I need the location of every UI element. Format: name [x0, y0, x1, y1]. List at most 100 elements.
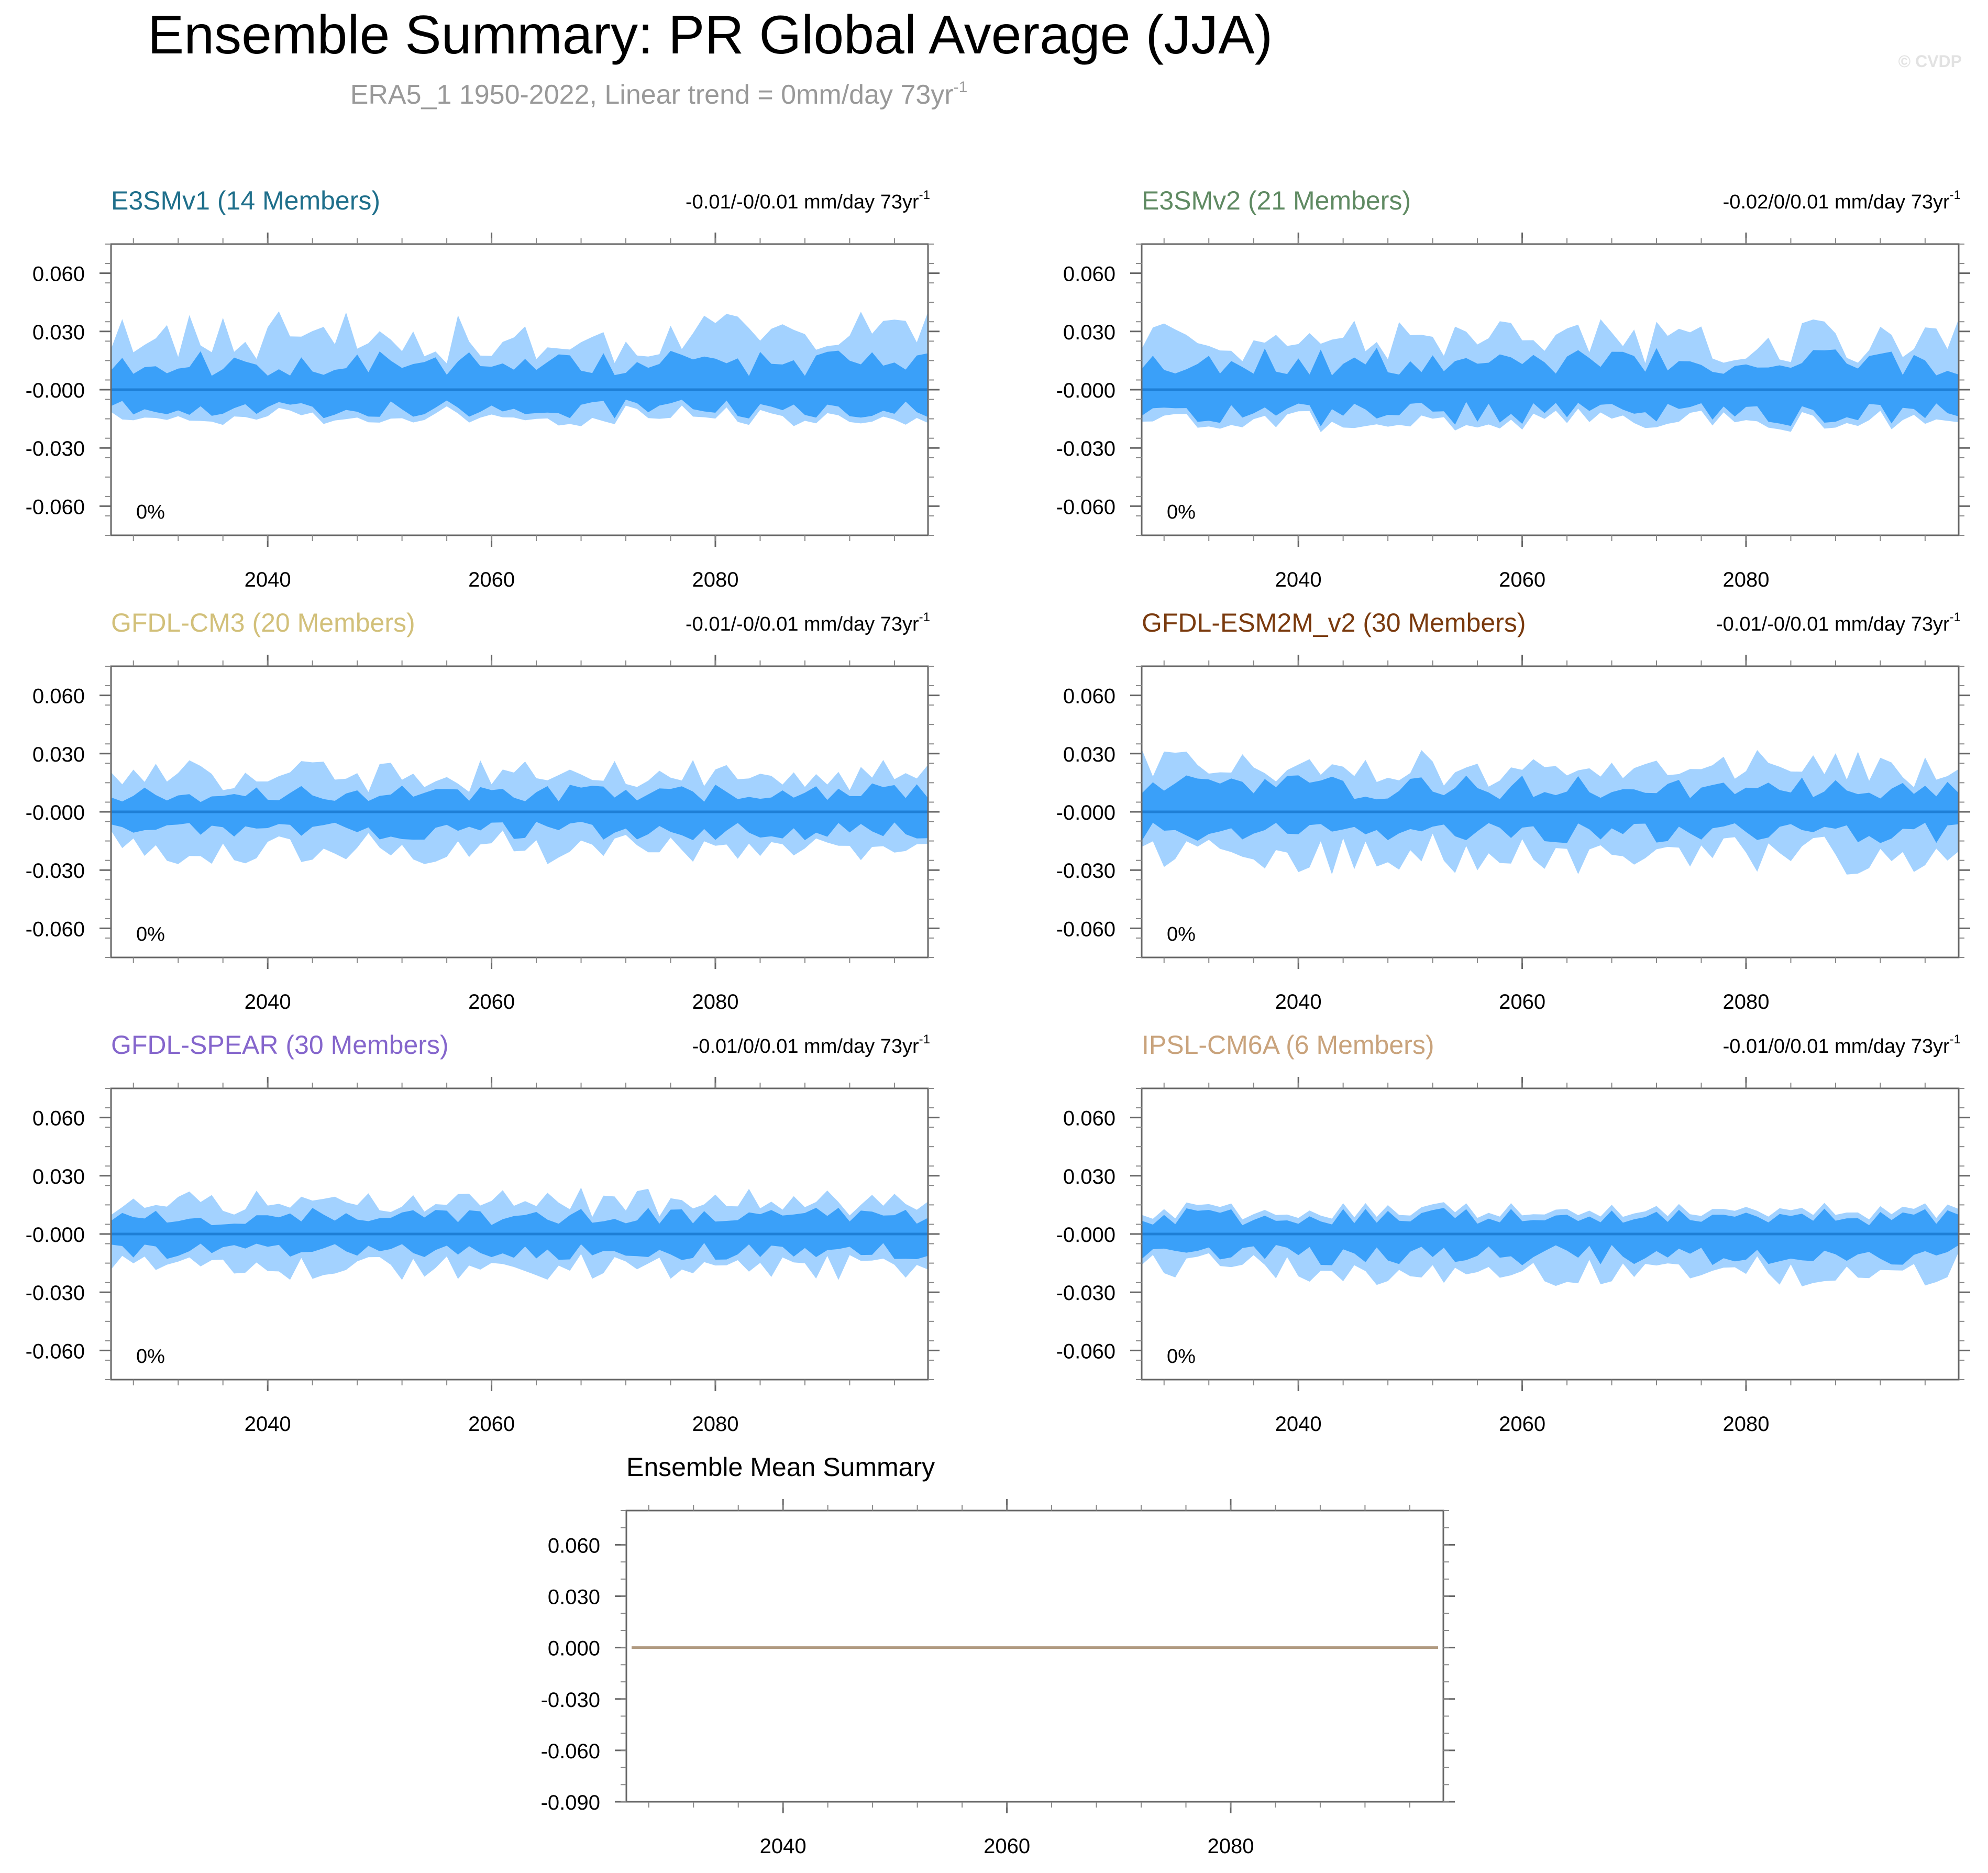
x-tick-label: 2080: [1722, 568, 1769, 591]
y-tick-label: -0.090: [541, 1791, 600, 1814]
y-tick-label: -0.060: [541, 1740, 600, 1763]
x-tick-label: 2040: [1275, 568, 1322, 591]
x-tick-label: 2080: [692, 990, 738, 1013]
trend-label-text: -0.02/0/0.01 mm/day 73yr: [1723, 191, 1950, 213]
y-tick-label: -0.000: [1056, 1224, 1116, 1247]
trend-label-superscript: -1: [919, 610, 930, 624]
y-tick-label: -0.060: [1056, 918, 1116, 941]
x-tick-label: 2080: [1722, 1413, 1769, 1436]
inner-spread-band: [111, 350, 928, 418]
trend-label-text: -0.01/-0/0.01 mm/day 73yr: [686, 613, 919, 635]
y-tick-label: -0.000: [26, 1224, 85, 1247]
percent-label: 0%: [136, 501, 165, 523]
trend-label: -0.01/-0/0.01 mm/day 73yr-1: [686, 188, 930, 213]
trend-label: -0.02/0/0.01 mm/day 73yr-1: [1723, 188, 1961, 213]
percent-label: 0%: [1167, 923, 1196, 945]
y-tick-label: -0.030: [541, 1689, 600, 1712]
y-tick-label: 0.060: [32, 1107, 85, 1130]
x-tick-label: 2060: [1499, 1413, 1545, 1436]
x-tick-label: 2060: [468, 990, 515, 1013]
panel-title: E3SMv2 (21 Members): [1142, 186, 1411, 215]
trend-label-text: -0.01/-0/0.01 mm/day 73yr: [1716, 613, 1950, 635]
trend-label: -0.01/0/0.01 mm/day 73yr-1: [1723, 1032, 1961, 1057]
y-tick-label: -0.000: [1056, 801, 1116, 824]
panel-4: GFDL-ESM2M_v2 (30 Members) -0.01/-0/0.01 …: [1056, 608, 1970, 1013]
trend-label: -0.01/-0/0.01 mm/day 73yr-1: [686, 610, 930, 635]
y-tick-label: 0.060: [1063, 1107, 1116, 1130]
y-tick-label: 0.030: [548, 1586, 600, 1609]
x-tick-label: 2060: [468, 568, 515, 591]
x-tick-label: 2040: [760, 1835, 807, 1858]
y-tick-label: -0.030: [26, 860, 85, 883]
panel-5: GFDL-SPEAR (30 Members) -0.01/0/0.01 mm/d…: [26, 1030, 940, 1436]
y-tick-label: 0.060: [32, 263, 85, 286]
percent-label: 0%: [136, 1346, 165, 1368]
x-tick-label: 2040: [245, 990, 291, 1013]
panel-7: Ensemble Mean Summary 0.060 0.030 0.000 -0.0…: [541, 1452, 1455, 1858]
trend-label-superscript: -1: [919, 188, 930, 202]
panel-title: GFDL-SPEAR (30 Members): [111, 1030, 449, 1060]
panel-title: GFDL-CM3 (20 Members): [111, 608, 415, 637]
y-tick-label: 0.030: [32, 743, 85, 766]
trend-label-text: -0.01/0/0.01 mm/day 73yr: [692, 1035, 919, 1057]
inner-spread-band: [1142, 348, 1959, 426]
y-tick-label: 0.030: [32, 1165, 85, 1188]
y-tick-label: 0.030: [32, 321, 85, 344]
figure-subtitle: ERA5_1 1950-2022, Linear trend = 0mm/day…: [350, 79, 968, 110]
panel-3: GFDL-CM3 (20 Members) -0.01/-0/0.01 mm/da…: [26, 608, 940, 1013]
y-tick-label: -0.060: [1056, 1340, 1116, 1363]
y-tick-label: 0.030: [1063, 1165, 1116, 1188]
trend-label-text: -0.01/0/0.01 mm/day 73yr: [1723, 1035, 1950, 1057]
y-tick-label: 0.060: [32, 685, 85, 708]
x-tick-label: 2080: [692, 1413, 738, 1436]
panel-2: E3SMv2 (21 Members) -0.02/0/0.01 mm/day 7…: [1056, 186, 1970, 591]
inner-spread-band: [1142, 1208, 1959, 1265]
trend-label-superscript: -1: [1950, 188, 1961, 202]
trend-label-superscript: -1: [919, 1032, 930, 1046]
subtitle-superscript: -1: [954, 79, 968, 96]
trend-label: -0.01/-0/0.01 mm/day 73yr-1: [1716, 610, 1961, 635]
y-tick-label: -0.060: [26, 1340, 85, 1363]
y-tick-label: -0.030: [1056, 437, 1116, 460]
percent-label: 0%: [1167, 501, 1196, 523]
y-tick-label: -0.060: [1056, 495, 1116, 519]
subtitle-text: ERA5_1 1950-2022, Linear trend = 0mm/day…: [350, 80, 954, 110]
panel-title: IPSL-CM6A (6 Members): [1142, 1030, 1434, 1060]
watermark: © CVDP: [1898, 52, 1962, 71]
plot-frame: [625, 1510, 1444, 1803]
trend-label: -0.01/0/0.01 mm/day 73yr-1: [692, 1032, 930, 1057]
y-tick-label: -0.000: [1056, 379, 1116, 402]
inner-spread-band: [1142, 775, 1959, 843]
y-tick-label: 0.030: [1063, 743, 1116, 766]
y-tick-label: -0.060: [26, 918, 85, 941]
panel-title: Ensemble Mean Summary: [626, 1452, 935, 1482]
x-tick-label: 2080: [1722, 990, 1769, 1013]
trend-label-superscript: -1: [1950, 1032, 1961, 1046]
y-tick-label: -0.030: [1056, 860, 1116, 883]
y-tick-label: 0.060: [1063, 685, 1116, 708]
y-tick-label: 0.000: [548, 1637, 600, 1660]
y-tick-label: -0.000: [26, 379, 85, 402]
x-tick-label: 2040: [1275, 990, 1322, 1013]
panel-title: E3SMv1 (14 Members): [111, 186, 380, 215]
percent-label: 0%: [136, 923, 165, 945]
percent-label: 0%: [1167, 1346, 1196, 1368]
x-tick-label: 2040: [245, 1413, 291, 1436]
y-tick-label: -0.030: [26, 1282, 85, 1305]
panel-title: GFDL-ESM2M_v2 (30 Members): [1142, 608, 1526, 637]
x-tick-label: 2040: [245, 568, 291, 591]
x-tick-label: 2060: [984, 1835, 1030, 1858]
panel-6: IPSL-CM6A (6 Members) -0.01/0/0.01 mm/day…: [1056, 1030, 1970, 1436]
panel-1: E3SMv1 (14 Members) -0.01/-0/0.01 mm/day …: [26, 186, 940, 591]
y-tick-label: -0.060: [26, 495, 85, 519]
y-tick-label: 0.060: [548, 1534, 600, 1557]
x-tick-label: 2040: [1275, 1413, 1322, 1436]
x-tick-label: 2060: [468, 1413, 515, 1436]
y-tick-label: 0.060: [1063, 263, 1116, 286]
x-tick-label: 2060: [1499, 568, 1545, 591]
y-tick-label: -0.030: [26, 437, 85, 460]
x-tick-label: 2060: [1499, 990, 1545, 1013]
panels: E3SMv1 (14 Members) -0.01/-0/0.01 mm/day …: [26, 186, 1970, 1858]
y-tick-label: -0.000: [26, 801, 85, 824]
